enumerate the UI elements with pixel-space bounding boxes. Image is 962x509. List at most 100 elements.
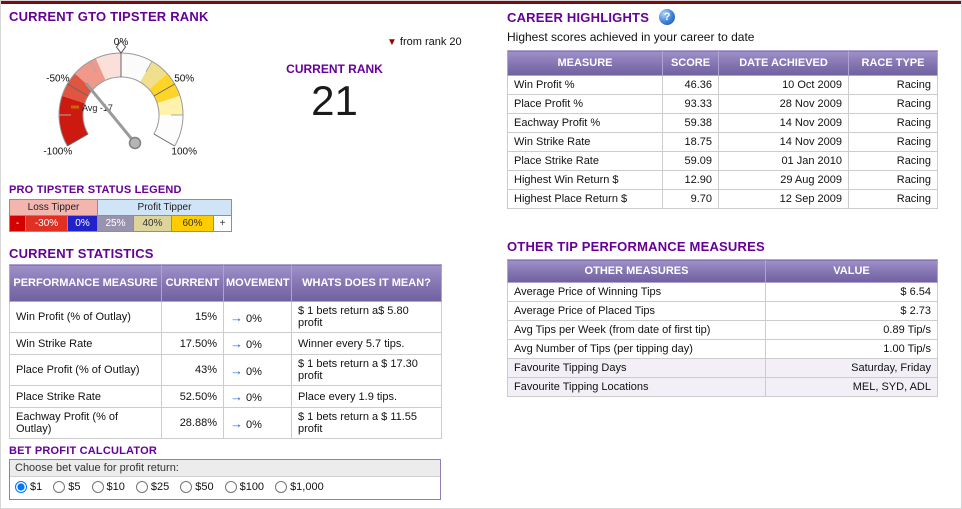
stat-measure: Place Strike Rate bbox=[9, 385, 162, 408]
bet-radio[interactable] bbox=[275, 481, 288, 493]
cell: Racing bbox=[848, 113, 938, 133]
bet-radio[interactable] bbox=[135, 481, 148, 493]
stat-movement: → 0% bbox=[223, 301, 292, 333]
career-row: Win Strike Rate 18.75 14 Nov 2009 Racing bbox=[507, 132, 938, 152]
stat-meaning: Place every 1.9 tips. bbox=[291, 385, 442, 408]
stat-movement: → 0% bbox=[223, 332, 292, 355]
cell: Racing bbox=[848, 151, 938, 171]
cell: Racing bbox=[848, 132, 938, 152]
current-rank-value: 21 bbox=[311, 77, 358, 124]
career-highlights-table: MEASURE SCORE DATE ACHIEVED RACE TYPE Win P… bbox=[507, 50, 938, 209]
bet-option-label: $1,000 bbox=[290, 481, 324, 493]
bet-option[interactable]: $10 bbox=[91, 481, 125, 493]
rank-change-text: from rank 20 bbox=[399, 36, 462, 48]
column-header: SCORE bbox=[662, 50, 719, 76]
bet-option-label: $1 bbox=[30, 481, 43, 493]
cell: Avg Tips per Week (from date of first ti… bbox=[507, 320, 766, 340]
cell: 01 Jan 2010 bbox=[718, 151, 849, 171]
bet-option-label: $5 bbox=[68, 481, 81, 493]
loss-tipper-header: Loss Tipper bbox=[9, 199, 98, 216]
career-title: CAREER HIGHLIGHTS bbox=[507, 9, 650, 25]
stat-movement: → 0% bbox=[223, 385, 292, 408]
career-row: Place Strike Rate 59.09 01 Jan 2010 Racing bbox=[507, 151, 938, 171]
bet-radio[interactable] bbox=[224, 481, 237, 493]
cell: Win Strike Rate bbox=[507, 132, 663, 152]
bet-option[interactable]: $50 bbox=[180, 481, 214, 493]
cell: 28 Nov 2009 bbox=[718, 94, 849, 114]
stat-measure: Place Profit (% of Outlay) bbox=[9, 354, 162, 386]
steady-arrow-icon: → bbox=[230, 415, 243, 431]
legend-cell: - bbox=[9, 215, 26, 232]
stats-row: Eachway Profit (% of Outlay) 28.88% → 0% $ 1… bbox=[9, 407, 442, 439]
legend-table: Loss Tipper Profit Tipper - -30% 0% 25% 40% 6… bbox=[9, 199, 232, 232]
rank-change: ▼ from rank 20 bbox=[387, 36, 462, 48]
legend-cell: 60% bbox=[171, 215, 214, 232]
stats-row: Place Profit (% of Outlay) 43% → 0% $ 1 bets… bbox=[9, 354, 442, 386]
cell: Highest Win Return $ bbox=[507, 170, 663, 190]
cell: $ 6.54 bbox=[765, 282, 938, 302]
cell: 12 Sep 2009 bbox=[718, 189, 849, 209]
cell: Favourite Tipping Locations bbox=[507, 377, 766, 397]
bet-option[interactable]: $1 bbox=[15, 481, 42, 493]
legend-header-row: Loss Tipper Profit Tipper bbox=[9, 199, 232, 216]
cell: 93.33 bbox=[662, 94, 719, 114]
column-header: VALUE bbox=[765, 259, 938, 283]
steady-arrow-icon: → bbox=[230, 389, 243, 404]
cell: 10 Oct 2009 bbox=[718, 75, 849, 95]
other-measure-row: Average Price of Placed Tips $ 2.73 bbox=[507, 301, 938, 321]
stat-meaning: $ 1 bets return a $ 11.55 profit bbox=[291, 407, 442, 439]
cell: $ 2.73 bbox=[765, 301, 938, 321]
cell: Place Strike Rate bbox=[507, 151, 663, 171]
cell: Saturday, Friday bbox=[765, 358, 938, 378]
column-header: RACE TYPE bbox=[848, 50, 938, 76]
career-header-row: MEASURE SCORE DATE ACHIEVED RACE TYPE bbox=[507, 50, 938, 76]
career-title-row: CAREER HIGHLIGHTS ? bbox=[507, 9, 939, 25]
bet-radio[interactable] bbox=[15, 481, 27, 493]
career-row: Win Profit % 46.36 10 Oct 2009 Racing bbox=[507, 75, 938, 95]
help-icon[interactable]: ? bbox=[659, 9, 676, 25]
cell: Favourite Tipping Days bbox=[507, 358, 766, 378]
stats-tbody: Win Profit (% of Outlay) 15% → 0% $ 1 bets r… bbox=[9, 301, 442, 439]
stats-row: Win Strike Rate 17.50% → 0% Winner every 5.7… bbox=[9, 332, 442, 355]
svg-text:-50%: -50% bbox=[46, 74, 69, 85]
career-row: Eachway Profit % 59.38 14 Nov 2009 Racing bbox=[507, 113, 938, 133]
stats-row: Win Profit (% of Outlay) 15% → 0% $ 1 bets r… bbox=[9, 301, 442, 333]
avg-label: Avg -17 bbox=[82, 103, 113, 113]
cell: MEL, SYD, ADL bbox=[765, 377, 938, 397]
left-column: CURRENT GTO TIPSTER RANK -100%-50%0%50%1… bbox=[9, 9, 491, 500]
stat-current: 15% bbox=[161, 301, 224, 333]
rank-down-arrow-icon: ▼ bbox=[387, 37, 397, 48]
other-measure-row: Average Price of Winning Tips $ 6.54 bbox=[507, 282, 938, 302]
cell: Average Price of Winning Tips bbox=[507, 282, 766, 302]
stat-current: 43% bbox=[161, 354, 224, 386]
legend-cell: 25% bbox=[97, 215, 134, 232]
stats-row: Place Strike Rate 52.50% → 0% Place every 1.… bbox=[9, 385, 442, 408]
bet-option[interactable]: $100 bbox=[224, 481, 265, 493]
bet-option[interactable]: $25 bbox=[135, 481, 170, 493]
bet-radio[interactable] bbox=[53, 481, 66, 493]
cell: 0.89 Tip/s bbox=[765, 320, 938, 340]
column-header: CURRENT bbox=[161, 264, 224, 302]
cell: Racing bbox=[848, 75, 938, 95]
other-tbody: Average Price of Winning Tips $ 6.54 Avera… bbox=[507, 282, 938, 397]
legend-cell: 40% bbox=[133, 215, 172, 232]
bet-options: $1 $5 $10 $25 $50 $100 $1,000 bbox=[10, 477, 440, 499]
current-rank-label: CURRENT RANK bbox=[286, 62, 383, 76]
bet-radio[interactable] bbox=[91, 481, 104, 493]
bet-option[interactable]: $5 bbox=[53, 481, 81, 493]
column-header: MOVEMENT bbox=[223, 264, 292, 302]
bet-option[interactable]: $1,000 bbox=[275, 481, 324, 493]
cell: 59.38 bbox=[662, 113, 719, 133]
stat-current: 52.50% bbox=[161, 385, 224, 408]
bet-option-label: $25 bbox=[150, 481, 170, 493]
bet-radio[interactable] bbox=[180, 481, 193, 493]
cell: Racing bbox=[848, 189, 938, 209]
cell: 14 Nov 2009 bbox=[718, 132, 849, 152]
svg-text:50%: 50% bbox=[174, 74, 194, 85]
cell: 12.90 bbox=[662, 170, 719, 190]
column-header: PERFORMANCE MEASURE bbox=[9, 264, 162, 302]
other-measure-row: Favourite Tipping Locations MEL, SYD, ADL bbox=[507, 377, 938, 397]
gauge-area: -100%-50%0%50%100%Avg -17 ▼from rank 20 … bbox=[9, 24, 491, 174]
bet-option-label: $100 bbox=[239, 481, 265, 493]
career-row: Highest Place Return $9.70 12 Sep 2009 Rac… bbox=[507, 189, 938, 209]
